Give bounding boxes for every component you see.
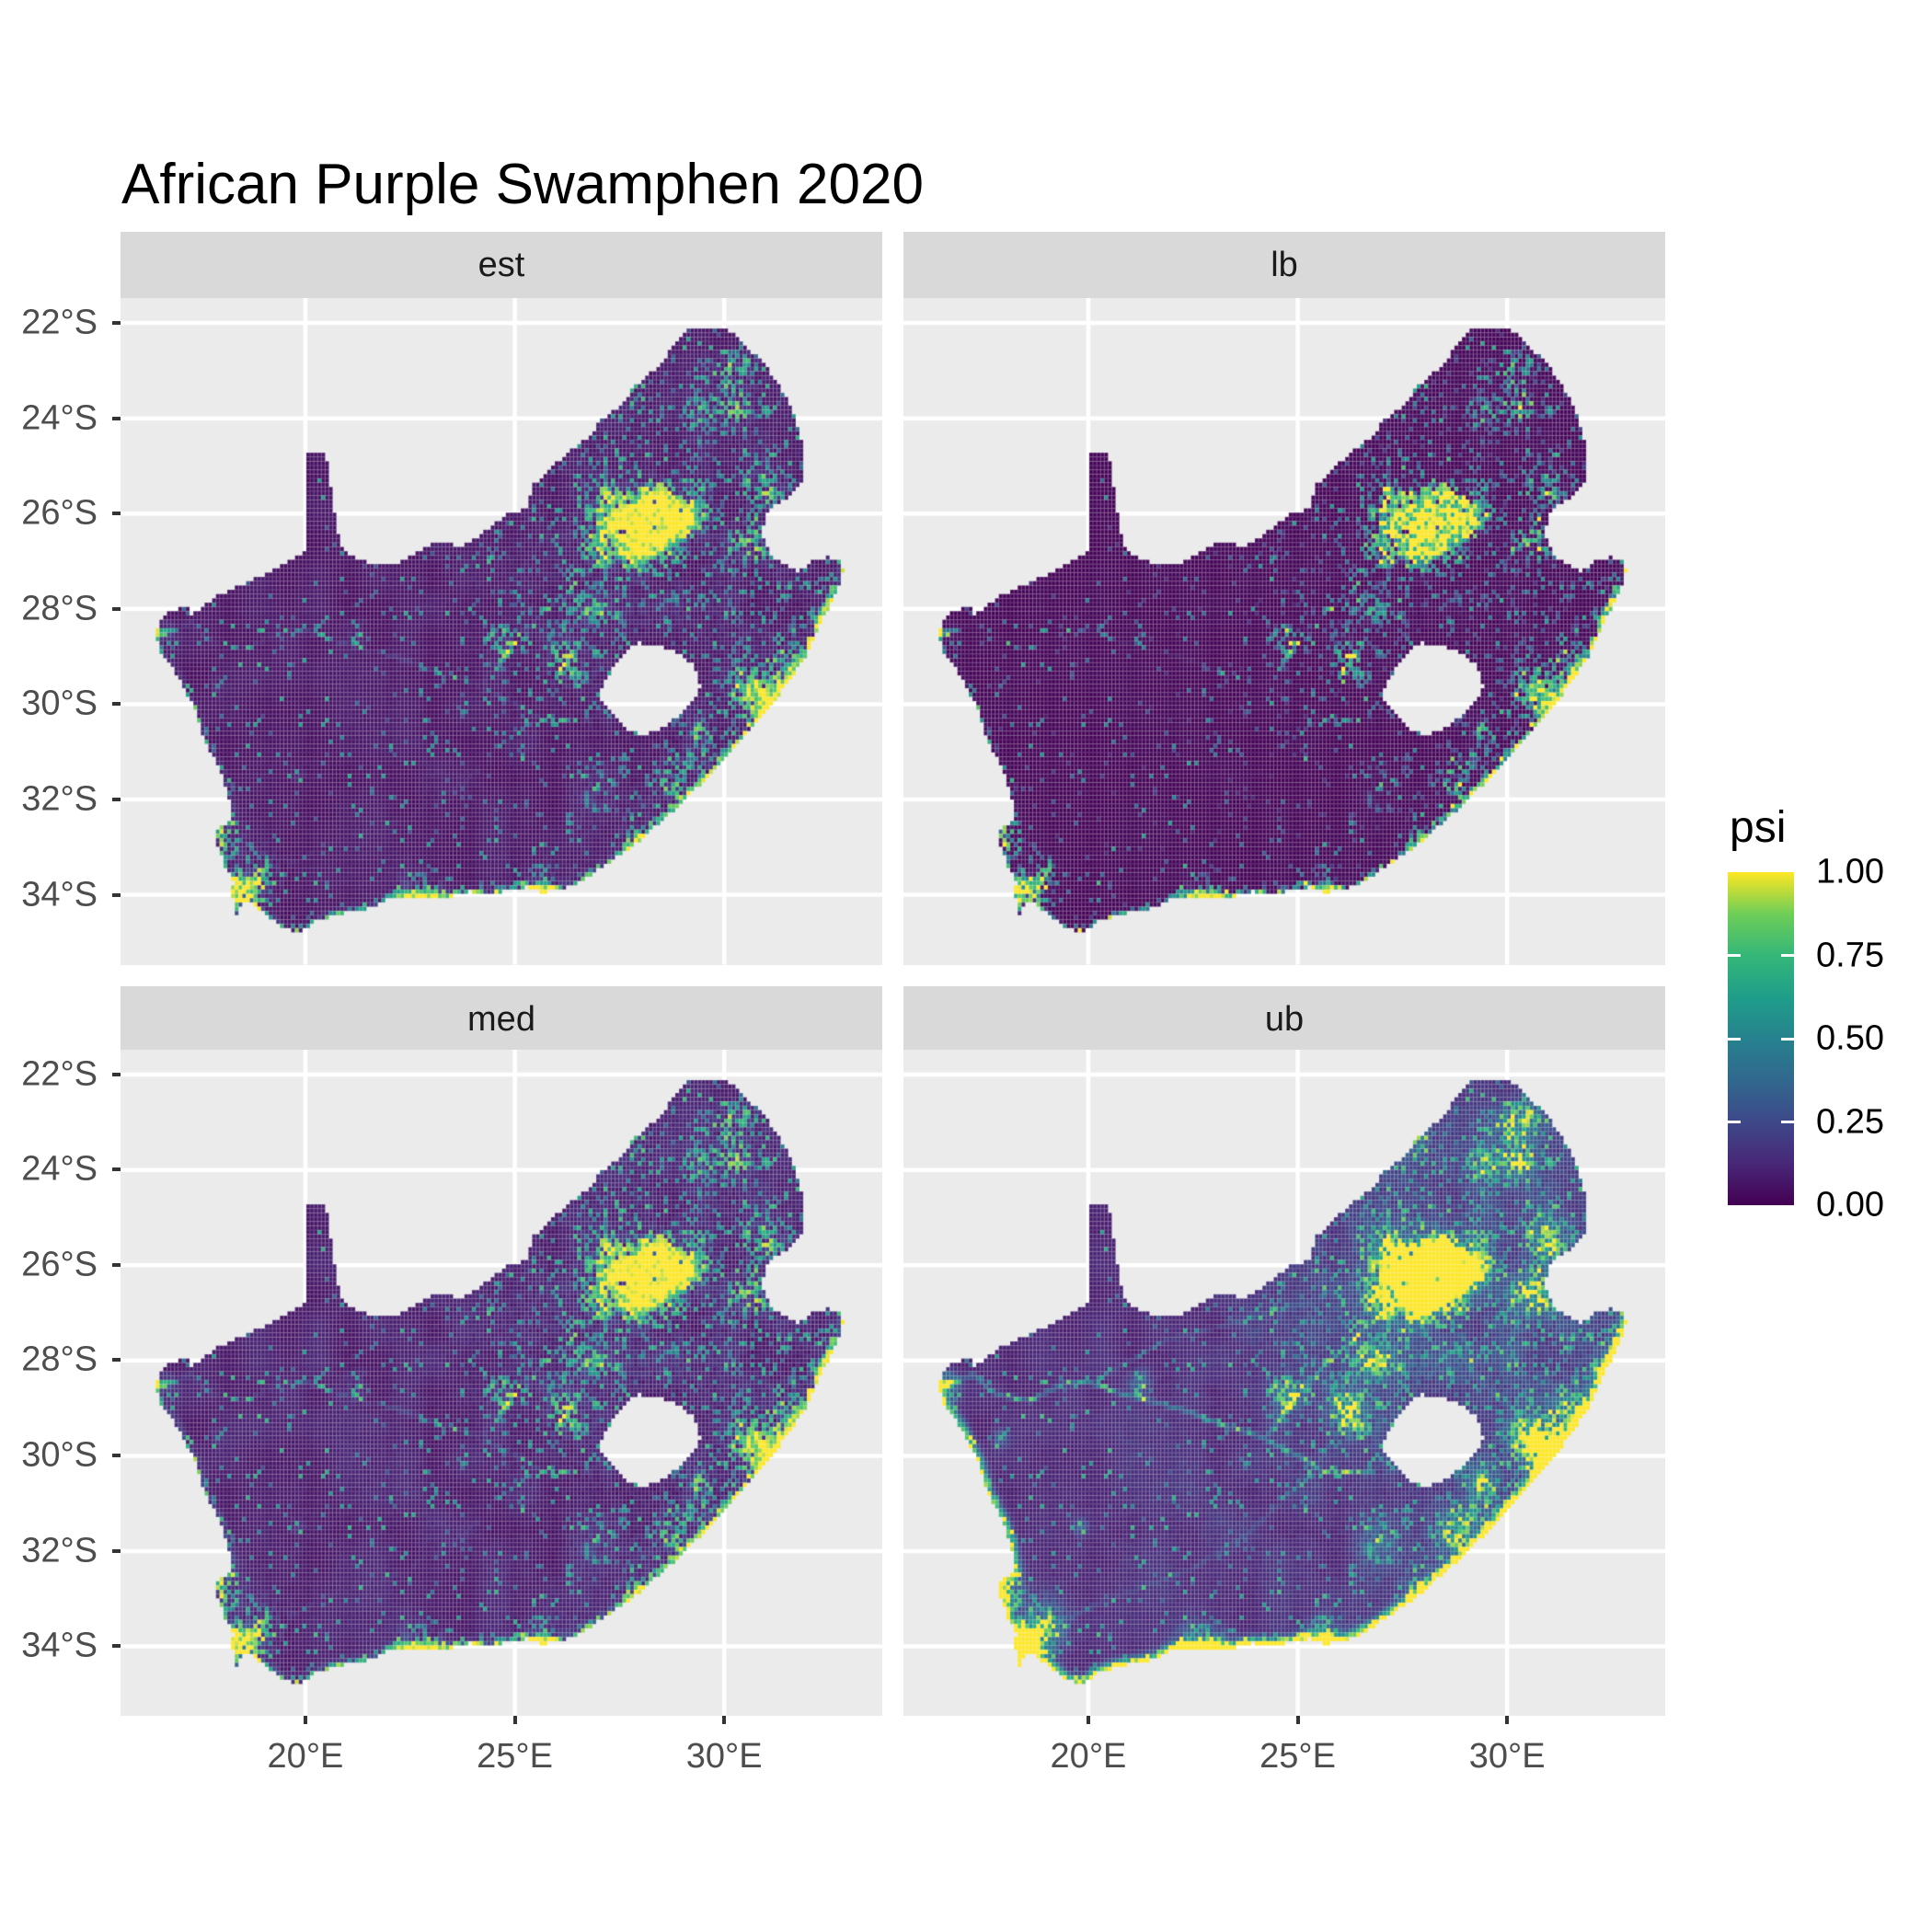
legend-tick-mark	[1728, 954, 1741, 957]
x-axis-label: 30°E	[685, 1737, 763, 1777]
y-axis-label: 34°S	[21, 875, 98, 914]
y-tick-mark	[112, 1358, 121, 1363]
facet-strip-label: lb	[1271, 245, 1298, 284]
x-tick-mark	[722, 1716, 727, 1725]
x-axis-label: 25°E	[1259, 1737, 1336, 1777]
y-tick-mark	[112, 1453, 121, 1457]
y-axis-label: 26°S	[21, 493, 98, 533]
raster-map-est	[121, 298, 882, 965]
y-axis-label: 30°S	[21, 1435, 98, 1475]
x-tick-mark	[303, 1716, 307, 1725]
facet-strip-ub: ub	[903, 986, 1665, 1052]
x-axis-label: 20°E	[1050, 1737, 1127, 1777]
legend-label: 0.75	[1816, 936, 1884, 974]
y-tick-mark	[112, 892, 121, 897]
x-axis-label: 30°E	[1468, 1737, 1546, 1777]
legend-tick-mark	[1781, 954, 1794, 957]
x-axis-label: 20°E	[267, 1737, 344, 1777]
y-tick-mark	[112, 797, 121, 801]
y-tick-mark	[112, 1644, 121, 1649]
legend-tick-mark	[1728, 1037, 1741, 1041]
x-tick-mark	[512, 1716, 517, 1725]
legend-tick-mark	[1781, 1121, 1794, 1123]
y-tick-mark	[112, 1072, 121, 1076]
facet-strip-est: est	[121, 232, 882, 298]
facet-strip-label: ub	[1264, 999, 1305, 1039]
y-axis-label: 22°S	[21, 303, 98, 342]
facet-strip-label: est	[477, 245, 525, 284]
legend-label: 0.25	[1816, 1102, 1884, 1141]
facet-strip-lb: lb	[903, 232, 1665, 298]
y-tick-mark	[112, 321, 121, 326]
legend-label: 0.00	[1816, 1185, 1884, 1225]
facet-panel-med	[121, 1049, 882, 1717]
y-axis-label: 26°S	[21, 1245, 98, 1284]
y-axis-label: 24°S	[21, 1149, 98, 1189]
y-axis-label: 32°S	[21, 779, 98, 819]
raster-map-lb	[903, 298, 1665, 965]
x-tick-mark	[1086, 1716, 1090, 1725]
legend-title: psi	[1730, 803, 1787, 852]
y-axis-label: 28°S	[21, 1340, 98, 1379]
legend-label: 1.00	[1816, 852, 1884, 891]
facet-panel-lb	[903, 298, 1665, 965]
y-axis-label: 22°S	[21, 1054, 98, 1094]
y-tick-mark	[112, 1548, 121, 1553]
x-tick-mark	[1505, 1716, 1510, 1725]
facet-strip-label: med	[467, 999, 535, 1039]
y-axis-label: 32°S	[21, 1531, 98, 1570]
facet-panel-ub	[903, 1049, 1665, 1717]
y-tick-mark	[112, 416, 121, 420]
y-tick-mark	[112, 512, 121, 516]
y-tick-mark	[112, 1167, 121, 1172]
y-tick-mark	[112, 1262, 121, 1267]
legend-tick-mark	[1781, 1037, 1794, 1041]
plot-title: African Purple Swamphen 2020	[121, 153, 924, 216]
y-axis-label: 28°S	[21, 589, 98, 628]
raster-map-med	[121, 1049, 882, 1717]
y-axis-label: 24°S	[21, 398, 98, 438]
x-tick-mark	[1295, 1716, 1300, 1725]
y-tick-mark	[112, 606, 121, 611]
x-axis-label: 25°E	[477, 1737, 553, 1777]
raster-map-ub	[903, 1049, 1665, 1717]
legend-label: 0.50	[1816, 1018, 1884, 1058]
y-axis-label: 34°S	[21, 1626, 98, 1665]
y-axis-label: 30°S	[21, 684, 98, 723]
legend-tick-mark	[1728, 1121, 1741, 1123]
facet-panel-est	[121, 298, 882, 965]
facet-strip-med: med	[121, 986, 882, 1052]
y-tick-mark	[112, 702, 121, 707]
